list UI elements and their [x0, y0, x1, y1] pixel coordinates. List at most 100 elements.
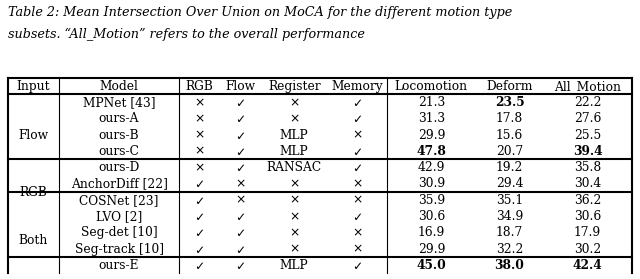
Text: All_Motion: All_Motion — [554, 80, 621, 93]
Text: $\times$: $\times$ — [235, 177, 246, 190]
Text: 42.4: 42.4 — [573, 259, 602, 272]
Text: LVO [2]: LVO [2] — [96, 210, 142, 223]
Text: 39.4: 39.4 — [573, 145, 602, 158]
Text: 29.4: 29.4 — [496, 177, 524, 190]
Text: 35.8: 35.8 — [574, 161, 601, 174]
Text: $\checkmark$: $\checkmark$ — [236, 145, 246, 158]
Text: 30.6: 30.6 — [574, 210, 601, 223]
Text: $\checkmark$: $\checkmark$ — [236, 112, 246, 125]
Text: $\times$: $\times$ — [289, 226, 300, 239]
Text: $\times$: $\times$ — [194, 161, 205, 174]
Text: $\checkmark$: $\checkmark$ — [352, 210, 362, 223]
Text: ours-D: ours-D — [99, 161, 140, 174]
Text: 15.6: 15.6 — [496, 129, 523, 141]
Text: Memory: Memory — [332, 80, 383, 93]
Text: $\times$: $\times$ — [235, 194, 246, 207]
Text: Deform: Deform — [486, 80, 532, 93]
Text: $\checkmark$: $\checkmark$ — [236, 96, 246, 109]
Text: 29.9: 29.9 — [418, 129, 445, 141]
Text: Register: Register — [268, 80, 321, 93]
Text: Table 2: Mean Intersection Over Union on MoCA for the different motion type: Table 2: Mean Intersection Over Union on… — [8, 6, 512, 19]
Text: ours-A: ours-A — [99, 112, 140, 125]
Text: Locomotion: Locomotion — [395, 80, 468, 93]
Text: $\times$: $\times$ — [352, 177, 362, 190]
Text: 42.9: 42.9 — [418, 161, 445, 174]
Text: $\times$: $\times$ — [352, 129, 362, 141]
Text: $\checkmark$: $\checkmark$ — [195, 242, 205, 256]
Text: Input: Input — [17, 80, 51, 93]
Text: $\checkmark$: $\checkmark$ — [195, 226, 205, 239]
Text: $\checkmark$: $\checkmark$ — [352, 145, 362, 158]
Text: $\times$: $\times$ — [289, 210, 300, 223]
Text: COSNet [23]: COSNet [23] — [79, 194, 159, 207]
Text: MLP: MLP — [280, 129, 308, 141]
Text: $\checkmark$: $\checkmark$ — [195, 259, 205, 272]
Text: MLP: MLP — [280, 145, 308, 158]
Text: 25.5: 25.5 — [574, 129, 601, 141]
Text: ours-C: ours-C — [99, 145, 140, 158]
Text: RANSAC: RANSAC — [267, 161, 322, 174]
Text: $\checkmark$: $\checkmark$ — [236, 129, 246, 141]
Text: 19.2: 19.2 — [496, 161, 524, 174]
Text: 17.9: 17.9 — [574, 226, 601, 239]
Text: 35.9: 35.9 — [418, 194, 445, 207]
Text: Seg-track [10]: Seg-track [10] — [75, 242, 164, 256]
Text: $\checkmark$: $\checkmark$ — [352, 259, 362, 272]
Text: 36.2: 36.2 — [574, 194, 602, 207]
Text: $\times$: $\times$ — [194, 145, 205, 158]
Text: $\times$: $\times$ — [289, 112, 300, 125]
Text: 45.0: 45.0 — [417, 259, 446, 272]
Text: RGB: RGB — [19, 186, 47, 199]
Text: MPNet [43]: MPNet [43] — [83, 96, 156, 109]
Text: $\times$: $\times$ — [194, 129, 205, 141]
Text: 30.4: 30.4 — [574, 177, 601, 190]
Text: $\checkmark$: $\checkmark$ — [236, 259, 246, 272]
Text: Model: Model — [100, 80, 138, 93]
Text: $\times$: $\times$ — [289, 96, 300, 109]
Text: $\times$: $\times$ — [352, 194, 362, 207]
Text: 17.8: 17.8 — [496, 112, 523, 125]
Text: 27.6: 27.6 — [574, 112, 602, 125]
Text: 31.3: 31.3 — [418, 112, 445, 125]
Text: 16.9: 16.9 — [418, 226, 445, 239]
Text: AnchorDiff [22]: AnchorDiff [22] — [70, 177, 168, 190]
Text: $\times$: $\times$ — [352, 242, 362, 256]
Text: RGB: RGB — [186, 80, 213, 93]
Text: $\times$: $\times$ — [194, 112, 205, 125]
Text: ours-B: ours-B — [99, 129, 140, 141]
Text: 30.9: 30.9 — [418, 177, 445, 190]
Text: $\checkmark$: $\checkmark$ — [195, 177, 205, 190]
Text: Flow: Flow — [19, 129, 49, 141]
Text: $\checkmark$: $\checkmark$ — [352, 161, 362, 174]
Text: 21.3: 21.3 — [418, 96, 445, 109]
Text: 20.7: 20.7 — [496, 145, 523, 158]
Text: Both: Both — [19, 234, 48, 247]
Text: 18.7: 18.7 — [496, 226, 523, 239]
Text: $\checkmark$: $\checkmark$ — [236, 161, 246, 174]
Text: Flow: Flow — [225, 80, 255, 93]
Text: $\checkmark$: $\checkmark$ — [352, 112, 362, 125]
Text: 23.5: 23.5 — [495, 96, 524, 109]
Text: $\times$: $\times$ — [289, 177, 300, 190]
Text: 35.1: 35.1 — [496, 194, 523, 207]
Text: 29.9: 29.9 — [418, 242, 445, 256]
Text: $\times$: $\times$ — [289, 242, 300, 256]
Text: $\times$: $\times$ — [289, 194, 300, 207]
Text: $\checkmark$: $\checkmark$ — [236, 226, 246, 239]
Text: 30.2: 30.2 — [574, 242, 601, 256]
Text: $\checkmark$: $\checkmark$ — [352, 96, 362, 109]
Text: $\checkmark$: $\checkmark$ — [195, 210, 205, 223]
Text: 22.2: 22.2 — [574, 96, 602, 109]
Text: 32.2: 32.2 — [496, 242, 524, 256]
Text: $\checkmark$: $\checkmark$ — [195, 194, 205, 207]
Text: 47.8: 47.8 — [417, 145, 446, 158]
Text: MLP: MLP — [280, 259, 308, 272]
Text: $\checkmark$: $\checkmark$ — [236, 242, 246, 256]
Text: $\checkmark$: $\checkmark$ — [236, 210, 246, 223]
Text: subsets. “All_Motion” refers to the overall performance: subsets. “All_Motion” refers to the over… — [8, 28, 365, 41]
Text: $\times$: $\times$ — [352, 226, 362, 239]
Text: ours-E: ours-E — [99, 259, 140, 272]
Text: 34.9: 34.9 — [496, 210, 524, 223]
Text: Seg-det [10]: Seg-det [10] — [81, 226, 157, 239]
Text: 38.0: 38.0 — [495, 259, 524, 272]
